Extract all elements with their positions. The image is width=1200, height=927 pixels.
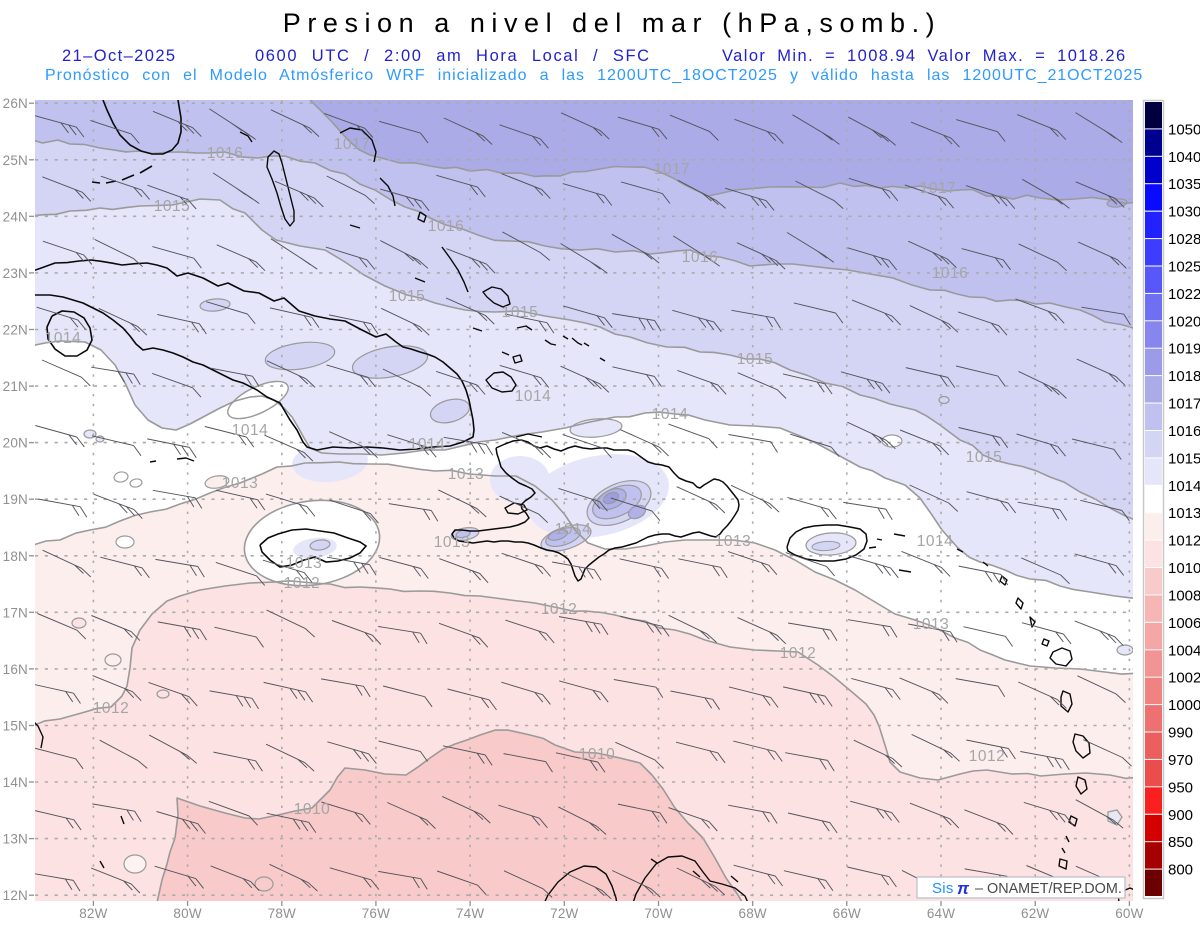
svg-text:1019: 1019 bbox=[1168, 341, 1200, 358]
svg-text:17N: 17N bbox=[3, 605, 28, 620]
svg-text:1015: 1015 bbox=[389, 288, 425, 305]
svg-text:1010: 1010 bbox=[294, 801, 330, 818]
svg-text:1014: 1014 bbox=[917, 533, 953, 550]
svg-text:1015: 1015 bbox=[154, 198, 190, 215]
svg-text:18N: 18N bbox=[3, 549, 28, 564]
svg-text:1014: 1014 bbox=[555, 521, 591, 538]
svg-text:1016: 1016 bbox=[682, 249, 718, 266]
svg-text:21–Oct–2025: 21–Oct–2025 bbox=[62, 47, 176, 65]
svg-text:850: 850 bbox=[1168, 834, 1193, 851]
svg-text:13N: 13N bbox=[3, 832, 28, 847]
svg-text:1015: 1015 bbox=[966, 449, 1002, 466]
svg-text:1012: 1012 bbox=[284, 575, 320, 592]
svg-text:1030: 1030 bbox=[1168, 204, 1200, 221]
svg-text:1016: 1016 bbox=[932, 265, 968, 282]
svg-text:1014: 1014 bbox=[1168, 478, 1200, 495]
svg-text:0600 UTC / 2:00 am Hora Local: 0600 UTC / 2:00 am Hora Local / SFC bbox=[255, 47, 651, 65]
svg-text:60W: 60W bbox=[1115, 906, 1143, 921]
svg-text:15N: 15N bbox=[3, 719, 28, 734]
svg-text:1012: 1012 bbox=[541, 601, 577, 618]
svg-text:π: π bbox=[957, 879, 970, 898]
svg-text:80W: 80W bbox=[173, 906, 201, 921]
svg-text:1013: 1013 bbox=[715, 533, 751, 550]
svg-text:76W: 76W bbox=[362, 906, 390, 921]
svg-text:Sis: Sis bbox=[932, 880, 954, 897]
svg-text:70W: 70W bbox=[644, 906, 672, 921]
svg-text:66W: 66W bbox=[833, 906, 861, 921]
svg-text:900: 900 bbox=[1168, 807, 1193, 824]
svg-text:800: 800 bbox=[1168, 862, 1193, 879]
svg-text:1050: 1050 bbox=[1168, 121, 1200, 138]
svg-text:1015: 1015 bbox=[1168, 450, 1200, 467]
svg-text:1014: 1014 bbox=[652, 406, 688, 423]
svg-text:1002: 1002 bbox=[1168, 670, 1200, 687]
svg-text:1040: 1040 bbox=[1168, 149, 1200, 166]
svg-text:1014: 1014 bbox=[409, 436, 445, 453]
svg-text:1014: 1014 bbox=[45, 330, 81, 347]
svg-text:12N: 12N bbox=[3, 888, 28, 903]
svg-text:1017: 1017 bbox=[1168, 396, 1200, 413]
svg-text:62W: 62W bbox=[1021, 906, 1049, 921]
svg-text:1012: 1012 bbox=[780, 645, 816, 662]
svg-text:1016: 1016 bbox=[1168, 423, 1200, 440]
svg-text:1022: 1022 bbox=[1168, 286, 1200, 303]
svg-text:990: 990 bbox=[1168, 725, 1193, 742]
svg-text:Valor Min. = 1008.94 Valor Ma: Valor Min. = 1008.94 Valor Max. = 1018.2… bbox=[722, 47, 1127, 65]
svg-text:1013: 1013 bbox=[448, 466, 484, 483]
svg-text:1006: 1006 bbox=[1168, 615, 1200, 632]
svg-text:1035: 1035 bbox=[1168, 176, 1200, 193]
svg-text:14N: 14N bbox=[3, 775, 28, 790]
svg-text:1017: 1017 bbox=[654, 161, 690, 178]
svg-text:21N: 21N bbox=[3, 379, 28, 394]
svg-text:Pronóstico con el Modelo Atmós: Pronóstico con el Modelo Atmósferico WRF… bbox=[45, 67, 1143, 84]
svg-text:950: 950 bbox=[1168, 779, 1193, 796]
svg-text:1013: 1013 bbox=[286, 555, 322, 572]
svg-text:1012: 1012 bbox=[93, 700, 129, 717]
svg-text:1013: 1013 bbox=[913, 616, 949, 633]
svg-text:1016: 1016 bbox=[207, 145, 243, 162]
svg-text:1025: 1025 bbox=[1168, 259, 1200, 276]
svg-text:20N: 20N bbox=[3, 436, 28, 451]
svg-text:74W: 74W bbox=[456, 906, 484, 921]
svg-text:82W: 82W bbox=[79, 906, 107, 921]
svg-text:25N: 25N bbox=[3, 153, 28, 168]
svg-text:1015: 1015 bbox=[737, 351, 773, 368]
svg-text:1010: 1010 bbox=[579, 746, 615, 763]
svg-text:1028: 1028 bbox=[1168, 231, 1200, 248]
svg-text:1012: 1012 bbox=[969, 748, 1005, 765]
svg-text:24N: 24N bbox=[3, 209, 28, 224]
svg-text:1012: 1012 bbox=[1168, 533, 1200, 550]
svg-text:1018: 1018 bbox=[1168, 368, 1200, 385]
svg-text:1013: 1013 bbox=[1168, 505, 1200, 522]
svg-text:16N: 16N bbox=[3, 662, 28, 677]
svg-text:64W: 64W bbox=[927, 906, 955, 921]
svg-text:1000: 1000 bbox=[1168, 697, 1200, 714]
svg-text:23N: 23N bbox=[3, 266, 28, 281]
svg-text:26N: 26N bbox=[3, 96, 28, 111]
svg-text:1004: 1004 bbox=[1168, 642, 1200, 659]
svg-text:1013: 1013 bbox=[434, 534, 470, 551]
svg-text:19N: 19N bbox=[3, 492, 28, 507]
svg-text:1014: 1014 bbox=[515, 388, 551, 405]
svg-text:– ONAMET/REP.DOM.: – ONAMET/REP.DOM. bbox=[975, 881, 1122, 897]
svg-text:68W: 68W bbox=[739, 906, 767, 921]
svg-text:970: 970 bbox=[1168, 752, 1193, 769]
svg-text:78W: 78W bbox=[268, 906, 296, 921]
svg-text:1014: 1014 bbox=[232, 422, 268, 439]
svg-text:1016: 1016 bbox=[428, 218, 464, 235]
svg-text:1020: 1020 bbox=[1168, 313, 1200, 330]
svg-text:22N: 22N bbox=[3, 323, 28, 338]
svg-text:Presion a nivel del mar (hPa,s: Presion a nivel del mar (hPa,somb.) bbox=[283, 8, 941, 38]
svg-text:1017: 1017 bbox=[920, 180, 956, 197]
svg-text:1013: 1013 bbox=[222, 475, 258, 492]
svg-text:1015: 1015 bbox=[502, 304, 538, 321]
svg-text:1017: 1017 bbox=[334, 136, 370, 153]
svg-text:72W: 72W bbox=[550, 906, 578, 921]
svg-text:1008: 1008 bbox=[1168, 587, 1200, 604]
svg-text:1010: 1010 bbox=[1168, 560, 1200, 577]
